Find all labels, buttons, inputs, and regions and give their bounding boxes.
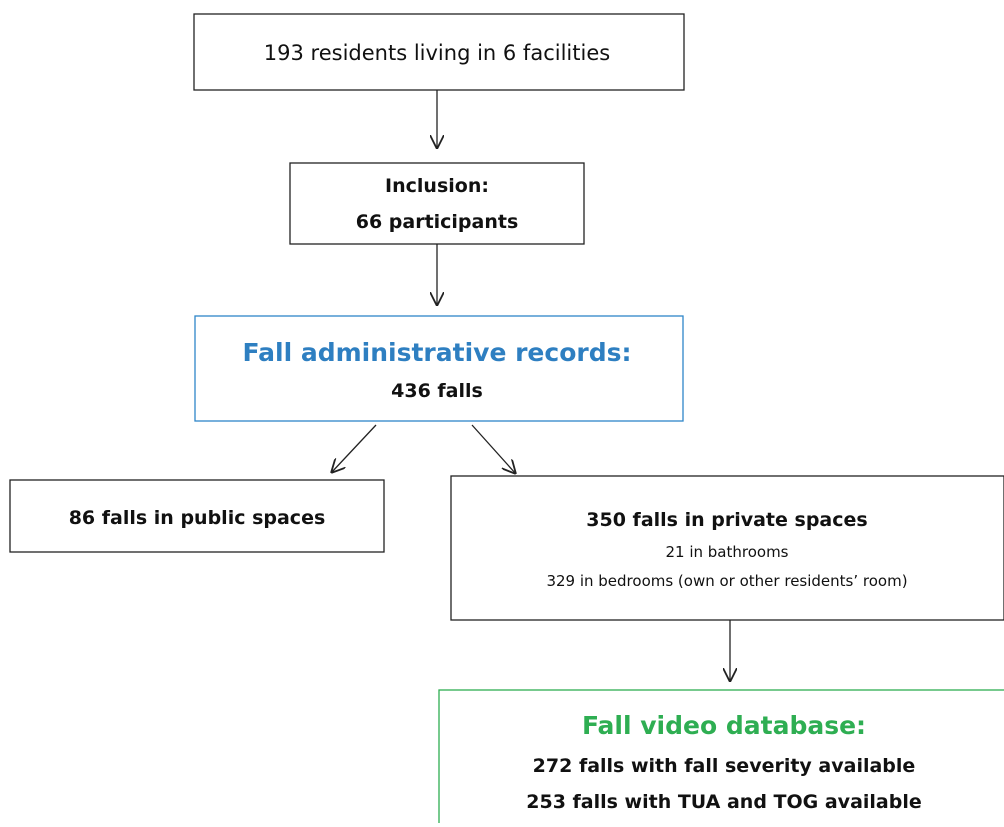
node-title: Fall administrative records: [243, 338, 632, 367]
box [194, 315, 684, 422]
node-text: 193 residents living in 6 facilities [264, 41, 610, 65]
node-text: 272 falls with fall severity available [533, 755, 916, 777]
node-text: 436 falls [391, 380, 483, 402]
arrow [331, 424, 377, 473]
node-text: 66 participants [356, 211, 519, 233]
box [193, 13, 685, 91]
node-text: 21 in bathrooms [665, 543, 788, 561]
node-text: 86 falls in public spaces [69, 507, 326, 529]
node-text: Inclusion: [385, 175, 489, 197]
box [438, 689, 1004, 827]
node-text: 329 in bedrooms (own or other residents’… [546, 572, 907, 590]
box [289, 162, 585, 245]
arrow [471, 424, 516, 474]
node-text: 350 falls in private spaces [586, 509, 867, 531]
node-text: 253 falls with TUA and TOG available [526, 791, 921, 813]
node-title: Fall video database: [582, 711, 866, 740]
box [9, 479, 385, 553]
box [450, 475, 1004, 621]
